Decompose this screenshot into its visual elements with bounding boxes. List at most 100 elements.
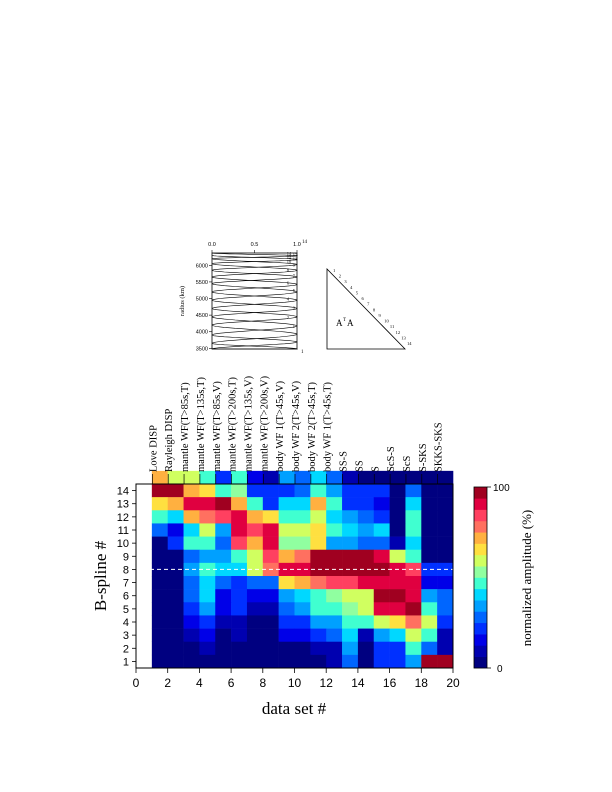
- heatmap-cell: [215, 641, 232, 656]
- heatmap-cell: [246, 497, 264, 511]
- heatmap-cell: [389, 602, 406, 616]
- heatmap-cell: [373, 641, 390, 656]
- dataset-label: Rayleigh DISP: [164, 409, 175, 472]
- colorbar-segment: [474, 577, 487, 590]
- spline-y-tick-label: 5000: [196, 297, 208, 303]
- dataset-label: SKKS-SKS: [434, 422, 445, 472]
- heatmap-cell: [246, 615, 264, 629]
- heatmap-cell: [199, 641, 216, 656]
- heatmap-cell: [421, 615, 438, 629]
- heatmap-cell: [310, 510, 327, 524]
- heatmap-cell: [437, 654, 454, 669]
- heatmap-cell: [294, 510, 311, 524]
- heatmap-cell: [183, 641, 200, 656]
- spline-y-tick-label: 6000: [196, 263, 208, 269]
- spline-number-label: 5: [293, 288, 296, 293]
- triangle-diagonal-label: 5: [356, 290, 359, 295]
- heatmap-cell: [326, 470, 343, 485]
- heatmap-cell: [310, 602, 327, 616]
- spline-number-label: 1: [293, 324, 295, 329]
- heatmap-cell: [199, 470, 216, 485]
- heatmap-cell: [342, 536, 359, 551]
- heatmap-cell: [262, 510, 279, 524]
- heatmap-cell: [405, 523, 422, 537]
- heatmap-cell: [357, 484, 375, 498]
- heatmap-cell: [357, 549, 375, 564]
- triangle-diagonal-label: 1: [333, 268, 335, 273]
- triangle-diagonal-label: 4: [350, 285, 353, 290]
- heatmap-cell: [246, 510, 264, 524]
- heatmap-cell: [342, 549, 359, 564]
- heatmap-cell: [342, 654, 359, 669]
- heatmap-cell: [167, 589, 184, 603]
- heatmap-cell: [389, 536, 406, 551]
- heatmap-x-tick-label: 20: [446, 676, 460, 690]
- heatmap-cell: [183, 536, 200, 551]
- spline-basis-curve: [211, 308, 298, 326]
- heatmap-cell: [199, 497, 216, 511]
- heatmap-cell: [262, 602, 279, 616]
- heatmap-cell: [167, 484, 184, 498]
- spline-number-label: 2: [287, 315, 289, 320]
- heatmap-cell: [246, 536, 264, 551]
- dataset-column-labels: Love DISP Rayleigh DISP mantle WF(T>85s,T)…: [148, 375, 445, 484]
- heatmap-cell: [310, 484, 327, 498]
- heatmap-cell: [437, 549, 454, 564]
- heatmap-cell: [405, 602, 422, 616]
- heatmap-cell: [294, 589, 311, 603]
- heatmap-cell: [151, 523, 168, 537]
- heatmap-cell: [389, 576, 406, 590]
- colorbar: 100 0 normalized amplitude (%): [473, 483, 534, 675]
- heatmap-cell: [326, 536, 343, 551]
- heatmap-cell: [246, 602, 264, 616]
- heatmap-cell: [246, 641, 264, 656]
- dataset-label: S: [370, 466, 381, 472]
- heatmap-cell: [167, 470, 184, 485]
- dataset-label: SS-S: [339, 451, 350, 472]
- dataset-label: body WF 1(T>45s,V): [275, 380, 286, 472]
- heatmap-cell: [231, 562, 248, 577]
- heatmap-cell: [183, 602, 200, 616]
- heatmap-cell: [262, 641, 279, 656]
- heatmap-x-tick-label: 12: [320, 676, 334, 690]
- heatmap-cell: [262, 497, 279, 511]
- heatmap-cell: [246, 484, 264, 498]
- spline-number-label: 4: [287, 297, 290, 302]
- heatmap-cell: [389, 615, 406, 629]
- heatmap-cell: [215, 549, 232, 564]
- heatmap-cell: [278, 628, 295, 643]
- spline-y-axis-label: radius (km): [179, 286, 186, 316]
- heatmap-cell: [421, 549, 438, 564]
- heatmap-cell: [389, 628, 406, 643]
- spline-number-label: 10: [287, 259, 292, 264]
- heatmap-cell: [405, 484, 422, 498]
- heatmap-cell: [199, 628, 216, 643]
- dataset-label: body WF 2(T>45s,V): [291, 380, 302, 472]
- heatmap-cell: [183, 654, 200, 669]
- triangle-diagonal-label: 10: [384, 319, 389, 324]
- heatmap-cell: [151, 589, 168, 603]
- heatmap-y-tick-label: 11: [118, 525, 129, 537]
- heatmap-x-tick-label: 6: [228, 676, 235, 690]
- heatmap-cell: [405, 536, 422, 551]
- heatmap-cell: [231, 654, 248, 669]
- heatmap-cell: [405, 641, 422, 656]
- heatmap-cell: [294, 641, 311, 656]
- heatmap-cell: [215, 484, 232, 498]
- heatmap-cell: [294, 615, 311, 629]
- heatmap-cell: [278, 576, 295, 590]
- heatmap-cell: [183, 497, 200, 511]
- heatmap-cell: [310, 589, 327, 603]
- dataset-label: SS: [354, 460, 365, 472]
- heatmap-cell: [278, 523, 295, 537]
- heatmap-y-tick-label: 1: [123, 656, 129, 668]
- heatmap-cell: [278, 470, 295, 485]
- spline-x-tick-label: 0.0: [208, 242, 216, 248]
- spline-x-tick-label: 1.0: [293, 242, 301, 248]
- heatmap-cell: [326, 523, 343, 537]
- heatmap-cell: [421, 654, 438, 669]
- triangle-diagonal-label: 6: [361, 296, 364, 301]
